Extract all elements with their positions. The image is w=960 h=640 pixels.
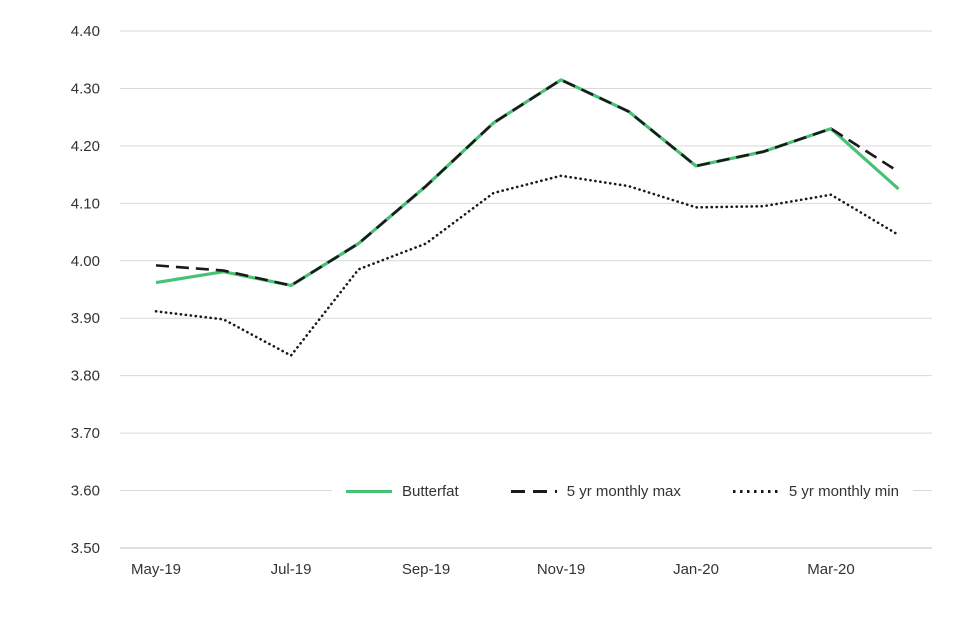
y-tick-label: 4.30 (71, 80, 100, 97)
min-line-swatch (732, 490, 779, 493)
y-tick-label: 3.80 (71, 368, 100, 385)
legend-label-butterfat: Butterfat (402, 483, 459, 500)
legend-item-min[interactable]: 5 yr monthly min (732, 483, 899, 500)
max-line-swatch (510, 490, 557, 493)
legend-item-butterfat[interactable]: Butterfat (346, 483, 459, 500)
series-line-5-yr-monthly-max (155, 78, 900, 287)
y-tick-label: 3.60 (71, 483, 100, 500)
legend-label-max: 5 yr monthly max (566, 483, 681, 500)
y-tick-label: 4.40 (71, 23, 100, 40)
y-tick-label: 4.00 (71, 253, 100, 270)
y-tick-label: 4.10 (71, 195, 100, 212)
series-line-butterfat (155, 78, 900, 288)
series-line-5-yr-monthly-min (154, 174, 900, 357)
y-tick-label: 3.70 (71, 425, 100, 442)
butterfat-line-swatch (346, 490, 392, 493)
legend-item-max[interactable]: 5 yr monthly max (510, 483, 681, 500)
y-tick-label: 3.50 (71, 540, 100, 557)
y-tick-label: 3.90 (71, 310, 100, 327)
x-tick-label: May-19 (131, 561, 181, 578)
y-tick-label: 4.20 (71, 138, 100, 155)
x-tick-label: Sep-19 (402, 561, 450, 578)
x-tick-label: Jan-20 (673, 561, 719, 578)
legend-label-min: 5 yr monthly min (788, 483, 899, 500)
x-tick-label: Jul-19 (271, 561, 312, 578)
x-tick-label: Mar-20 (807, 561, 855, 578)
chart-legend: Butterfat 5 yr monthly max 5 yr monthly … (332, 477, 913, 506)
x-tick-label: Nov-19 (537, 561, 585, 578)
